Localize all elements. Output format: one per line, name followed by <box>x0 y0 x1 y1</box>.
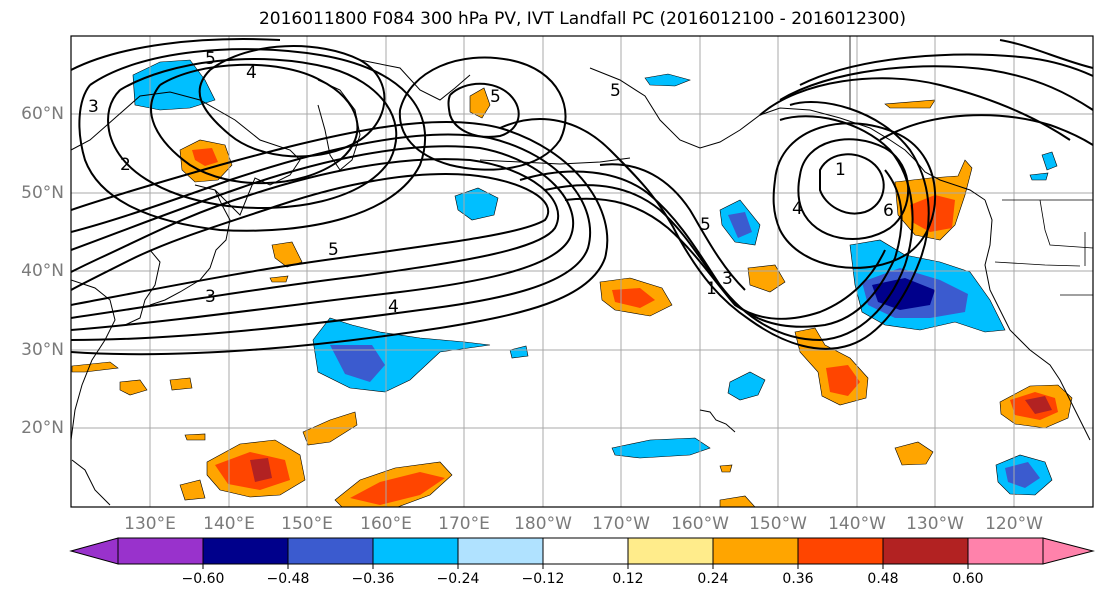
contour-label: 5 <box>610 81 621 101</box>
contour-label: 4 <box>246 63 257 83</box>
contour-label: 4 <box>792 199 803 219</box>
negative-anomaly-region <box>509 345 529 359</box>
colorbar-segment <box>797 537 884 565</box>
north-america-coastline <box>984 199 1091 441</box>
colorbar-segment <box>542 537 629 565</box>
map-gridlines <box>71 36 1093 507</box>
lat-label-60n: 60°N <box>21 104 64 124</box>
contour-label: 3 <box>88 97 99 117</box>
negative-anomaly-region <box>1029 172 1049 181</box>
hawaii-islands <box>699 409 736 433</box>
contour-label: 5 <box>700 215 711 235</box>
lon-label: 150°W <box>749 514 807 534</box>
positive-anomaly-region <box>250 458 272 482</box>
positive-anomaly-region <box>1025 396 1052 414</box>
negative-anomaly-region <box>728 212 752 238</box>
colorbar-ticks <box>202 564 969 569</box>
lon-label: 120°W <box>985 514 1043 534</box>
contour-label: 1 <box>706 279 717 299</box>
negative-anomaly-region <box>1041 151 1058 171</box>
colorbar-segment <box>202 537 289 565</box>
lon-label: 160°E <box>360 514 412 534</box>
contour-label: 1 <box>835 160 846 180</box>
colorbar-tick-label: −0.36 <box>351 571 395 587</box>
colorbar-tick-label: −0.60 <box>181 571 225 587</box>
negative-anomaly-region <box>644 73 691 87</box>
colorbar-tick-label: −0.24 <box>436 571 480 587</box>
lat-label-50n: 50°N <box>21 183 64 203</box>
colorbar-tick-label: 0.24 <box>697 571 729 587</box>
colorbar-extend-low <box>69 537 119 565</box>
negative-anomaly-region <box>454 187 499 221</box>
lon-label: 150°E <box>281 514 333 534</box>
philippines-coastline <box>71 459 111 506</box>
positive-anomaly-region <box>350 472 445 505</box>
map-frame <box>70 35 1094 508</box>
lon-label: 140°E <box>203 514 255 534</box>
negative-anomaly-region <box>727 371 766 401</box>
lon-label: 140°W <box>828 514 886 534</box>
asia-coastline <box>71 91 301 216</box>
colorbar-tick-label: 0.60 <box>952 571 984 587</box>
contour-label: 3 <box>205 287 216 307</box>
lat-label-40n: 40°N <box>21 261 64 281</box>
contour-label: 6 <box>883 201 894 221</box>
colorbar-tick-label: 0.48 <box>867 571 899 587</box>
colorbar-tick-label: 0.36 <box>782 571 814 587</box>
positive-anomaly-region <box>826 365 860 396</box>
positive-anomaly-region <box>269 275 289 283</box>
colorbar-segment <box>712 537 799 565</box>
positive-anomaly-region <box>169 377 193 391</box>
colorbar-segment <box>967 537 1044 565</box>
siberia-coastline <box>359 59 471 101</box>
positive-anomaly-region <box>894 441 934 466</box>
map-title: 2016011800 F084 300 hPa PV, IVT Landfall… <box>258 9 906 29</box>
alaska-coastline <box>589 67 986 201</box>
colorbar-extend-high <box>1042 537 1095 565</box>
lon-label: 170°W <box>592 514 650 534</box>
colorbar <box>69 537 1095 565</box>
colorbar-segment <box>627 537 714 565</box>
political-borders <box>849 36 1093 296</box>
positive-anomaly-region <box>71 361 119 373</box>
lon-label: 160°W <box>671 514 729 534</box>
contour-labels: 5 4 3 2 5 1 6 5 5 4 3 4 5 3 1 <box>88 49 894 317</box>
lat-label-30n: 30°N <box>21 340 64 360</box>
positive-anomaly-region <box>184 433 206 441</box>
colorbar-segment <box>117 537 204 565</box>
colorbar-tick-label: 0.12 <box>612 571 644 587</box>
colorbar-segment <box>372 537 459 565</box>
positive-anomaly-region <box>179 479 206 501</box>
lon-label: 170°E <box>438 514 490 534</box>
lon-label: 130°W <box>906 514 964 534</box>
pv-contours <box>71 38 1093 356</box>
lon-label: 130°E <box>124 514 176 534</box>
contour-label: 4 <box>388 297 399 317</box>
japan-coastline <box>149 189 231 306</box>
contour-label: 5 <box>328 240 339 260</box>
colorbar-segment <box>457 537 544 565</box>
positive-anomaly-region <box>719 464 733 473</box>
positive-anomaly-region <box>612 288 655 308</box>
korea-coastline <box>124 249 161 326</box>
positive-anomaly-region <box>719 495 756 507</box>
positive-anomaly-region <box>119 379 148 396</box>
contour-label: 5 <box>490 87 501 107</box>
contour-label: 2 <box>120 155 131 175</box>
positive-anomaly-region <box>192 148 218 166</box>
aleutian-islands <box>479 157 631 165</box>
contour-label: 5 <box>205 49 216 69</box>
negative-anomaly-region <box>330 345 385 382</box>
lat-label-20n: 20°N <box>21 418 64 438</box>
colorbar-tick-label: −0.48 <box>266 571 310 587</box>
lon-label: 180°W <box>514 514 572 534</box>
colorbar-segment <box>882 537 969 565</box>
colorbar-tick-label: −0.12 <box>521 571 565 587</box>
colorbar-segment <box>287 537 374 565</box>
contour-label: 3 <box>722 269 733 289</box>
positive-anomaly-region <box>884 99 936 109</box>
positive-anomaly-region <box>469 87 491 119</box>
